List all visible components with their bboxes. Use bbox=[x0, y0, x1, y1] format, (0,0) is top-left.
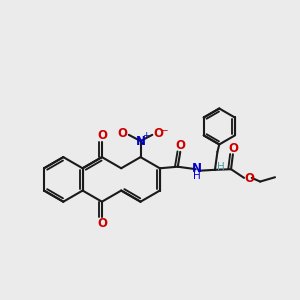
Text: H: H bbox=[217, 162, 224, 172]
Text: O: O bbox=[244, 172, 255, 185]
Text: +: + bbox=[142, 131, 149, 140]
Text: N: N bbox=[192, 162, 202, 175]
Text: O: O bbox=[154, 127, 164, 140]
Text: O: O bbox=[97, 217, 107, 230]
Text: −: − bbox=[160, 126, 168, 136]
Text: O: O bbox=[228, 142, 238, 154]
Text: O: O bbox=[175, 139, 185, 152]
Text: H: H bbox=[193, 171, 201, 181]
Text: O: O bbox=[117, 127, 127, 140]
Text: N: N bbox=[136, 134, 146, 148]
Text: O: O bbox=[97, 129, 107, 142]
